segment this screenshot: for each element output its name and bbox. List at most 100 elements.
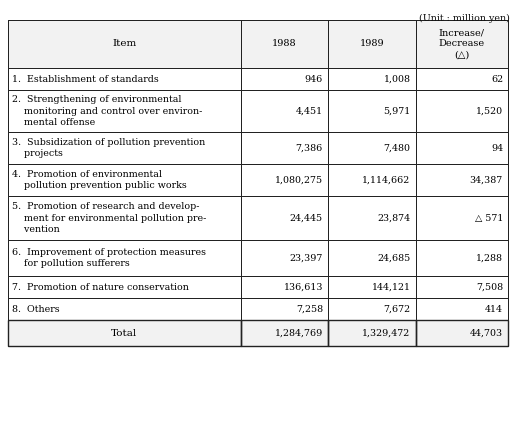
Text: 4,451: 4,451 xyxy=(296,107,323,115)
Bar xyxy=(328,276,415,298)
Bar xyxy=(415,298,508,320)
Bar xyxy=(241,20,328,68)
Text: 1,114,662: 1,114,662 xyxy=(362,175,411,185)
Text: 7,508: 7,508 xyxy=(476,282,503,292)
Bar xyxy=(328,20,415,68)
Bar xyxy=(241,90,328,132)
Bar xyxy=(8,320,508,346)
Bar xyxy=(241,276,328,298)
Bar xyxy=(8,196,241,240)
Bar xyxy=(8,298,508,320)
Text: 23,397: 23,397 xyxy=(289,254,323,262)
Bar xyxy=(415,196,508,240)
Text: 3.  Subsidization of pollution prevention
    projects: 3. Subsidization of pollution prevention… xyxy=(12,138,205,158)
Bar xyxy=(8,276,508,298)
Bar xyxy=(8,164,508,196)
Text: 1989: 1989 xyxy=(359,40,384,48)
Text: Total: Total xyxy=(111,329,137,337)
Bar xyxy=(8,90,508,132)
Bar xyxy=(241,320,328,346)
Bar xyxy=(241,68,328,90)
Bar xyxy=(328,240,415,276)
Bar xyxy=(241,298,328,320)
Text: 8.  Others: 8. Others xyxy=(12,305,60,313)
Text: 1,284,769: 1,284,769 xyxy=(275,329,323,337)
Bar xyxy=(8,276,241,298)
Bar xyxy=(328,68,415,90)
Text: 62: 62 xyxy=(491,75,503,83)
Bar xyxy=(8,196,508,240)
Bar xyxy=(8,240,508,276)
Bar xyxy=(241,196,328,240)
Bar xyxy=(8,320,508,346)
Text: 44,703: 44,703 xyxy=(470,329,503,337)
Bar xyxy=(8,132,241,164)
Bar xyxy=(8,132,508,164)
Bar xyxy=(8,298,508,320)
Text: 1,288: 1,288 xyxy=(476,254,503,262)
Text: △ 571: △ 571 xyxy=(474,214,503,222)
Text: 5.  Promotion of research and develop-
    ment for environmental pollution pre-: 5. Promotion of research and develop- me… xyxy=(12,202,207,234)
Bar xyxy=(415,90,508,132)
Text: 7,480: 7,480 xyxy=(383,143,411,152)
Bar xyxy=(8,20,241,68)
Bar xyxy=(415,240,508,276)
Text: 414: 414 xyxy=(485,305,503,313)
Text: 1,520: 1,520 xyxy=(476,107,503,115)
Text: 6.  Improvement of protection measures
    for pollution sufferers: 6. Improvement of protection measures fo… xyxy=(12,248,206,268)
Text: 1.  Establishment of standards: 1. Establishment of standards xyxy=(12,75,159,83)
Text: 2.  Strengthening of environmental
    monitoring and control over environ-
    : 2. Strengthening of environmental monito… xyxy=(12,95,203,127)
Text: 1,008: 1,008 xyxy=(383,75,411,83)
Bar xyxy=(8,68,508,90)
Text: 23,874: 23,874 xyxy=(377,214,411,222)
Text: Increase/
Decrease
(△): Increase/ Decrease (△) xyxy=(438,28,485,59)
Bar xyxy=(241,164,328,196)
Bar xyxy=(8,132,508,164)
Bar xyxy=(328,132,415,164)
Text: 24,685: 24,685 xyxy=(377,254,411,262)
Bar xyxy=(8,164,241,196)
Bar xyxy=(415,164,508,196)
Text: 7,672: 7,672 xyxy=(383,305,411,313)
Bar xyxy=(328,90,415,132)
Text: 7,386: 7,386 xyxy=(296,143,323,152)
Bar xyxy=(415,132,508,164)
Text: 1988: 1988 xyxy=(272,40,297,48)
Text: 5,971: 5,971 xyxy=(383,107,411,115)
Text: 1,329,472: 1,329,472 xyxy=(362,329,411,337)
Bar xyxy=(415,320,508,346)
Bar xyxy=(8,90,508,132)
Text: 136,613: 136,613 xyxy=(284,282,323,292)
Bar xyxy=(8,276,508,298)
Text: 34,387: 34,387 xyxy=(470,175,503,185)
Text: 144,121: 144,121 xyxy=(372,282,411,292)
Bar xyxy=(8,90,241,132)
Bar xyxy=(8,20,508,68)
Bar xyxy=(8,240,241,276)
Bar xyxy=(8,68,508,90)
Bar xyxy=(8,68,241,90)
Bar xyxy=(8,20,508,68)
Bar xyxy=(415,20,508,68)
Text: 7,258: 7,258 xyxy=(296,305,323,313)
Bar xyxy=(328,196,415,240)
Bar xyxy=(241,132,328,164)
Bar xyxy=(415,276,508,298)
Bar xyxy=(8,196,508,240)
Text: 7.  Promotion of nature conservation: 7. Promotion of nature conservation xyxy=(12,282,189,292)
Text: 4.  Promotion of environmental
    pollution prevention public works: 4. Promotion of environmental pollution … xyxy=(12,170,187,190)
Bar xyxy=(415,68,508,90)
Text: 1,080,275: 1,080,275 xyxy=(275,175,323,185)
Text: Item: Item xyxy=(112,40,136,48)
Text: (Unit : million yen): (Unit : million yen) xyxy=(419,14,510,23)
Bar xyxy=(328,320,415,346)
Text: 24,445: 24,445 xyxy=(290,214,323,222)
Text: 94: 94 xyxy=(491,143,503,152)
Bar xyxy=(8,298,241,320)
Bar xyxy=(241,240,328,276)
Bar xyxy=(8,240,508,276)
Bar xyxy=(8,164,508,196)
Bar xyxy=(8,320,241,346)
Bar xyxy=(328,298,415,320)
Text: 946: 946 xyxy=(305,75,323,83)
